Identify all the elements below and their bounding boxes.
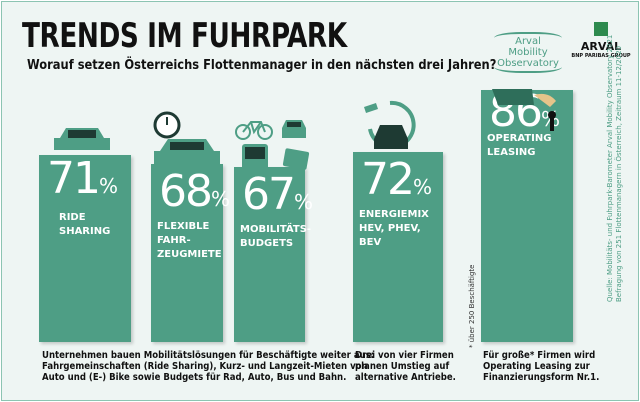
footnote: * über 250 Beschäftigte bbox=[468, 264, 476, 348]
observatory-logo: Arval Mobility Observatory bbox=[494, 32, 562, 73]
bar-category-label: FLEXIBLE FAHR- ZEUGMIETE bbox=[157, 221, 222, 261]
clock-icon bbox=[153, 111, 181, 139]
bar-value-label: 71% bbox=[47, 153, 118, 204]
arval-logo-text: ARVAL bbox=[580, 40, 622, 53]
source-line-1: Quelle: Mobilitäts- und Fuhrpark-Baromet… bbox=[606, 34, 614, 302]
bar-1: 71% RIDE SHARING bbox=[39, 153, 131, 342]
bar-category-label: RIDE SHARING bbox=[59, 212, 111, 237]
bar-value-label: 68% bbox=[159, 166, 230, 217]
value-number: 68 bbox=[159, 166, 213, 218]
value-number: 71 bbox=[47, 153, 101, 204]
value-unit: % bbox=[211, 187, 231, 212]
subtitle: Worauf setzen Österreichs Flottenmanager… bbox=[27, 57, 497, 73]
value-unit: % bbox=[413, 174, 433, 199]
note-leasing: Für große* Firmen wird Operating Leasing… bbox=[483, 350, 600, 383]
source-line-2: Befragung von 251 Flottenmanagern in Öst… bbox=[615, 45, 623, 302]
value-number: 67 bbox=[242, 169, 296, 221]
bar-category-label: OPERATING LEASING bbox=[487, 132, 552, 158]
value-number: 72 bbox=[361, 153, 415, 205]
source: Quelle: Mobilitäts- und Fuhrpark-Baromet… bbox=[606, 35, 624, 302]
bar-4: 72% ENERGIEMIX HEV, PHEV, BEV bbox=[353, 151, 443, 342]
bar-category-label: ENERGIEMIX HEV, PHEV, BEV bbox=[359, 208, 429, 248]
bar-category-label: MOBILITÄTS- BUDGETS bbox=[240, 224, 312, 250]
arval-logo-mark bbox=[594, 22, 608, 36]
bus-icon bbox=[242, 144, 268, 172]
arval-logo-subtext: BNP PARIBAS GROUP bbox=[571, 53, 631, 59]
small-car-icon bbox=[282, 120, 306, 138]
car-icon bbox=[54, 128, 110, 150]
wallet-icon bbox=[282, 148, 310, 170]
bike-icon bbox=[235, 121, 273, 140]
arval-logo: ARVAL BNP PARIBAS GROUP bbox=[570, 22, 632, 59]
value-unit: % bbox=[294, 190, 314, 215]
bar-value-label: 72% bbox=[361, 154, 432, 205]
page-title: TRENDS IM FUHRPARK bbox=[22, 16, 347, 56]
bar-2: 68% FLEXIBLE FAHR- ZEUGMIETE bbox=[151, 164, 230, 342]
value-unit: % bbox=[99, 174, 119, 198]
note-energy: Drei von vier Firmen planen Umstieg auf … bbox=[355, 350, 456, 383]
bar-3: 67% MOBILITÄTS- BUDGETS bbox=[234, 167, 313, 342]
key-hand-icon bbox=[492, 89, 556, 131]
bar-value-label: 67% bbox=[242, 169, 313, 220]
car-front-icon bbox=[154, 139, 220, 167]
electric-car-icon bbox=[364, 100, 416, 149]
bar-5: 86%OPERATING LEASING bbox=[481, 86, 573, 342]
note-mobility: Unternehmen bauen Mobilitätslösungen für… bbox=[42, 350, 375, 383]
